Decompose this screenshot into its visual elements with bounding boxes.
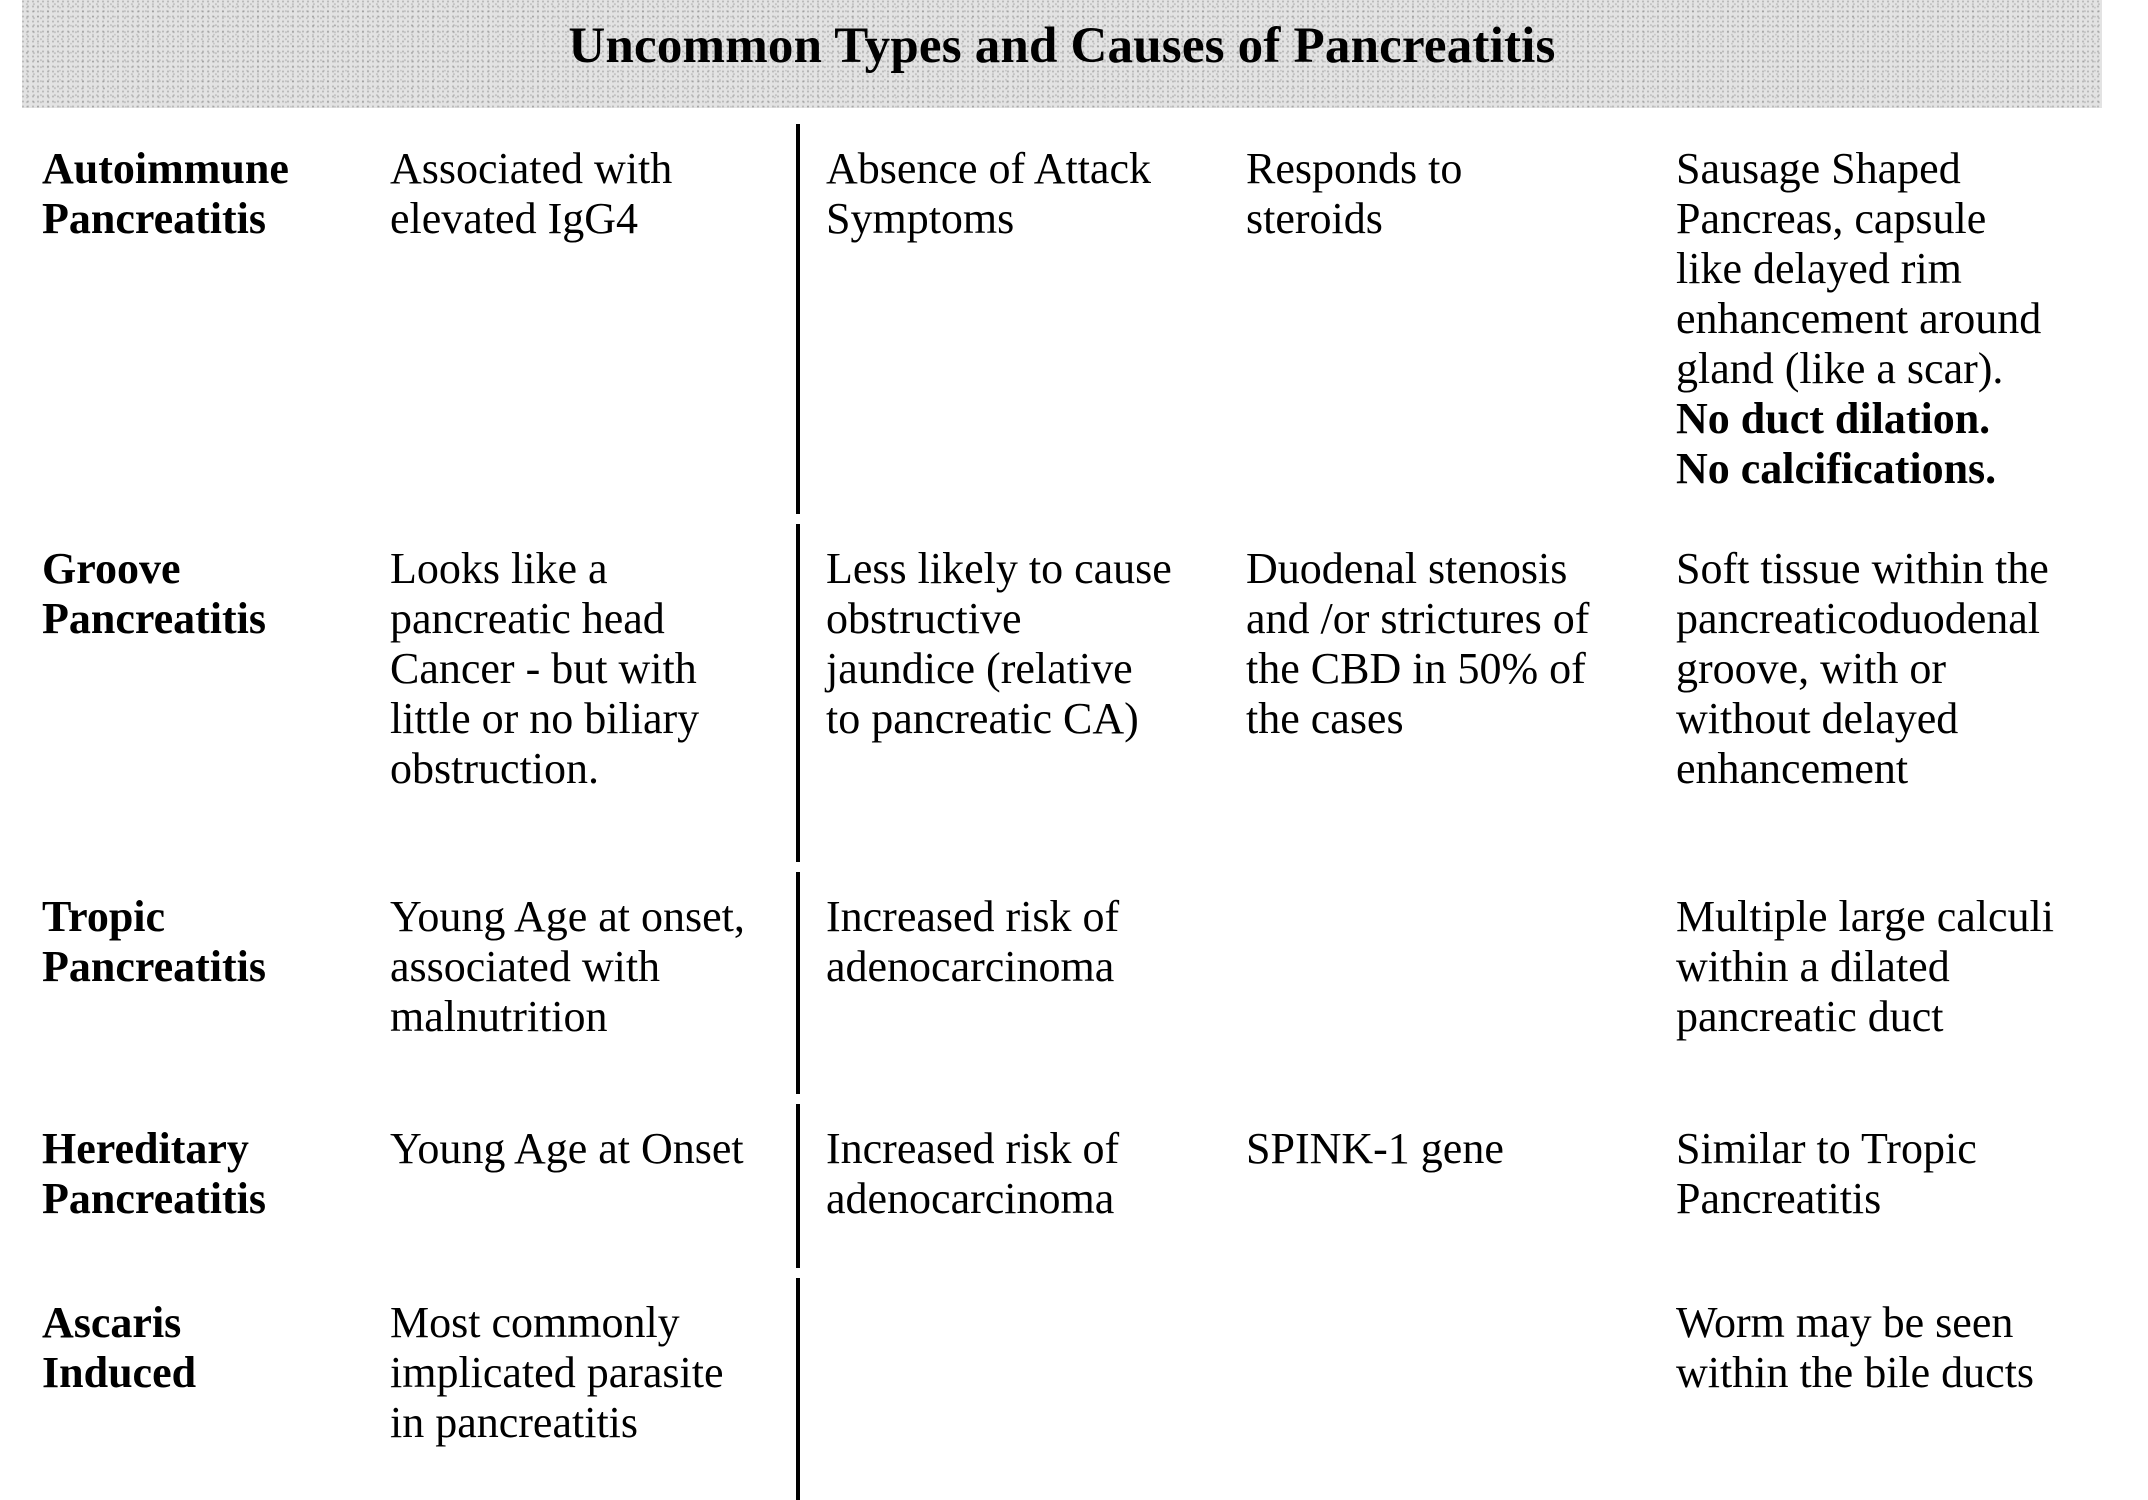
imaging-cell: Worm may be seen within the bile ducts <box>1676 1298 2035 1397</box>
column-divider <box>796 124 800 514</box>
feature-cell: Duodenal stenosis and /or strictures of … <box>1246 544 1590 743</box>
association-cell: Young Age at Onset <box>390 1124 744 1173</box>
column-divider <box>796 1278 800 1500</box>
column-divider <box>796 872 800 1094</box>
imaging-cell: Sausage Shaped Pancreas, capsule like de… <box>1676 144 2042 493</box>
row-label: Tropic Pancreatitis <box>42 892 267 991</box>
imaging-cell: Multiple large calculi within a dilated … <box>1676 892 2054 1041</box>
clinical-cell: Absence of Attack Symptoms <box>826 144 1151 243</box>
row-label: Autoimmune Pancreatitis <box>42 144 289 243</box>
title-band: Uncommon Types and Causes of Pancreatiti… <box>22 0 2102 108</box>
page-title: Uncommon Types and Causes of Pancreatiti… <box>568 18 1556 74</box>
imaging-cell: Similar to Tropic Pancreatitis <box>1676 1124 1977 1223</box>
row-label: Groove Pancreatitis <box>42 544 267 643</box>
association-cell: Young Age at onset, associated with maln… <box>390 892 745 1041</box>
clinical-cell: Less likely to cause obstructive jaundic… <box>826 544 1172 743</box>
clinical-cell: Increased risk of adenocarcinoma <box>826 892 1120 991</box>
column-divider <box>796 524 800 862</box>
association-cell: Looks like a pancreatic head Cancer - bu… <box>390 544 700 793</box>
feature-cell: SPINK-1 gene <box>1246 1124 1504 1173</box>
row-label: Hereditary Pancreatitis <box>42 1124 267 1223</box>
imaging-cell: Soft tissue within the pancreaticoduoden… <box>1676 544 2049 793</box>
column-divider <box>796 1104 800 1268</box>
clinical-cell: Increased risk of adenocarcinoma <box>826 1124 1120 1223</box>
row-label: Ascaris Induced <box>42 1298 197 1397</box>
association-cell: Most commonly implicated parasite in pan… <box>390 1298 724 1447</box>
feature-cell: Responds to steroids <box>1246 144 1463 243</box>
association-cell: Associated with elevated IgG4 <box>390 144 673 243</box>
